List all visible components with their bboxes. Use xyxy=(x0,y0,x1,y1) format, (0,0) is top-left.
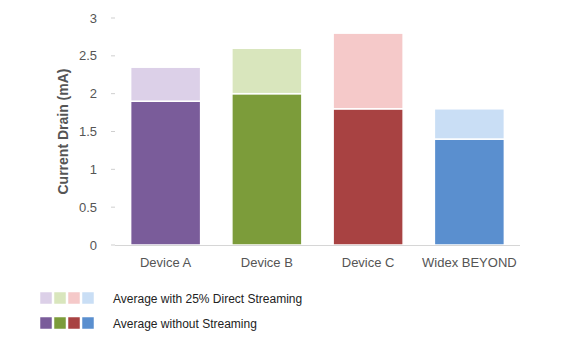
legend-swatch xyxy=(68,292,80,304)
y-tick-label: 0 xyxy=(90,238,97,253)
y-tick-label: 3 xyxy=(90,11,97,26)
x-tick-label: Device B xyxy=(241,255,293,270)
y-tick xyxy=(111,169,115,170)
bar-segment xyxy=(232,94,302,245)
x-tick-label: Device A xyxy=(140,255,192,270)
y-tick xyxy=(111,207,115,208)
legend-swatch xyxy=(82,317,94,329)
legend-swatch xyxy=(68,317,80,329)
y-tick xyxy=(111,93,115,94)
legend-label: Average without Streaming xyxy=(113,317,257,331)
x-axis-line xyxy=(115,245,520,246)
bars xyxy=(131,33,505,245)
y-tick-label: 2.5 xyxy=(79,48,97,63)
y-tick xyxy=(111,131,115,132)
y-tick xyxy=(111,245,115,246)
bar-segment xyxy=(131,101,201,245)
y-tick xyxy=(111,18,115,19)
legend-label: Average with 25% Direct Streaming xyxy=(113,292,302,306)
legend-swatch xyxy=(54,317,66,329)
chart: 0 0.5 1 1.5 2 2.5 3 Current Drain (mA) Device A D… xyxy=(0,0,573,344)
bar-segment xyxy=(333,33,403,109)
x-tick-label: Device C xyxy=(342,255,395,270)
legend-swatch xyxy=(82,292,94,304)
y-axis-label: Current Drain (mA) xyxy=(55,68,71,194)
x-tick-label: Widex BEYOND xyxy=(422,255,517,270)
bar-segment xyxy=(333,109,403,245)
bar-segment xyxy=(434,109,504,139)
bar-segment xyxy=(232,48,302,93)
y-tick-label: 2 xyxy=(90,86,97,101)
legend-swatch xyxy=(40,317,52,329)
bar-segment xyxy=(434,139,504,245)
legend-swatch xyxy=(54,292,66,304)
legend-swatch xyxy=(40,292,52,304)
y-tick xyxy=(111,55,115,56)
bar-segment xyxy=(131,67,201,101)
y-tick-label: 1.5 xyxy=(79,124,97,139)
y-tick-label: 0.5 xyxy=(79,200,97,215)
y-tick-label: 1 xyxy=(90,162,97,177)
